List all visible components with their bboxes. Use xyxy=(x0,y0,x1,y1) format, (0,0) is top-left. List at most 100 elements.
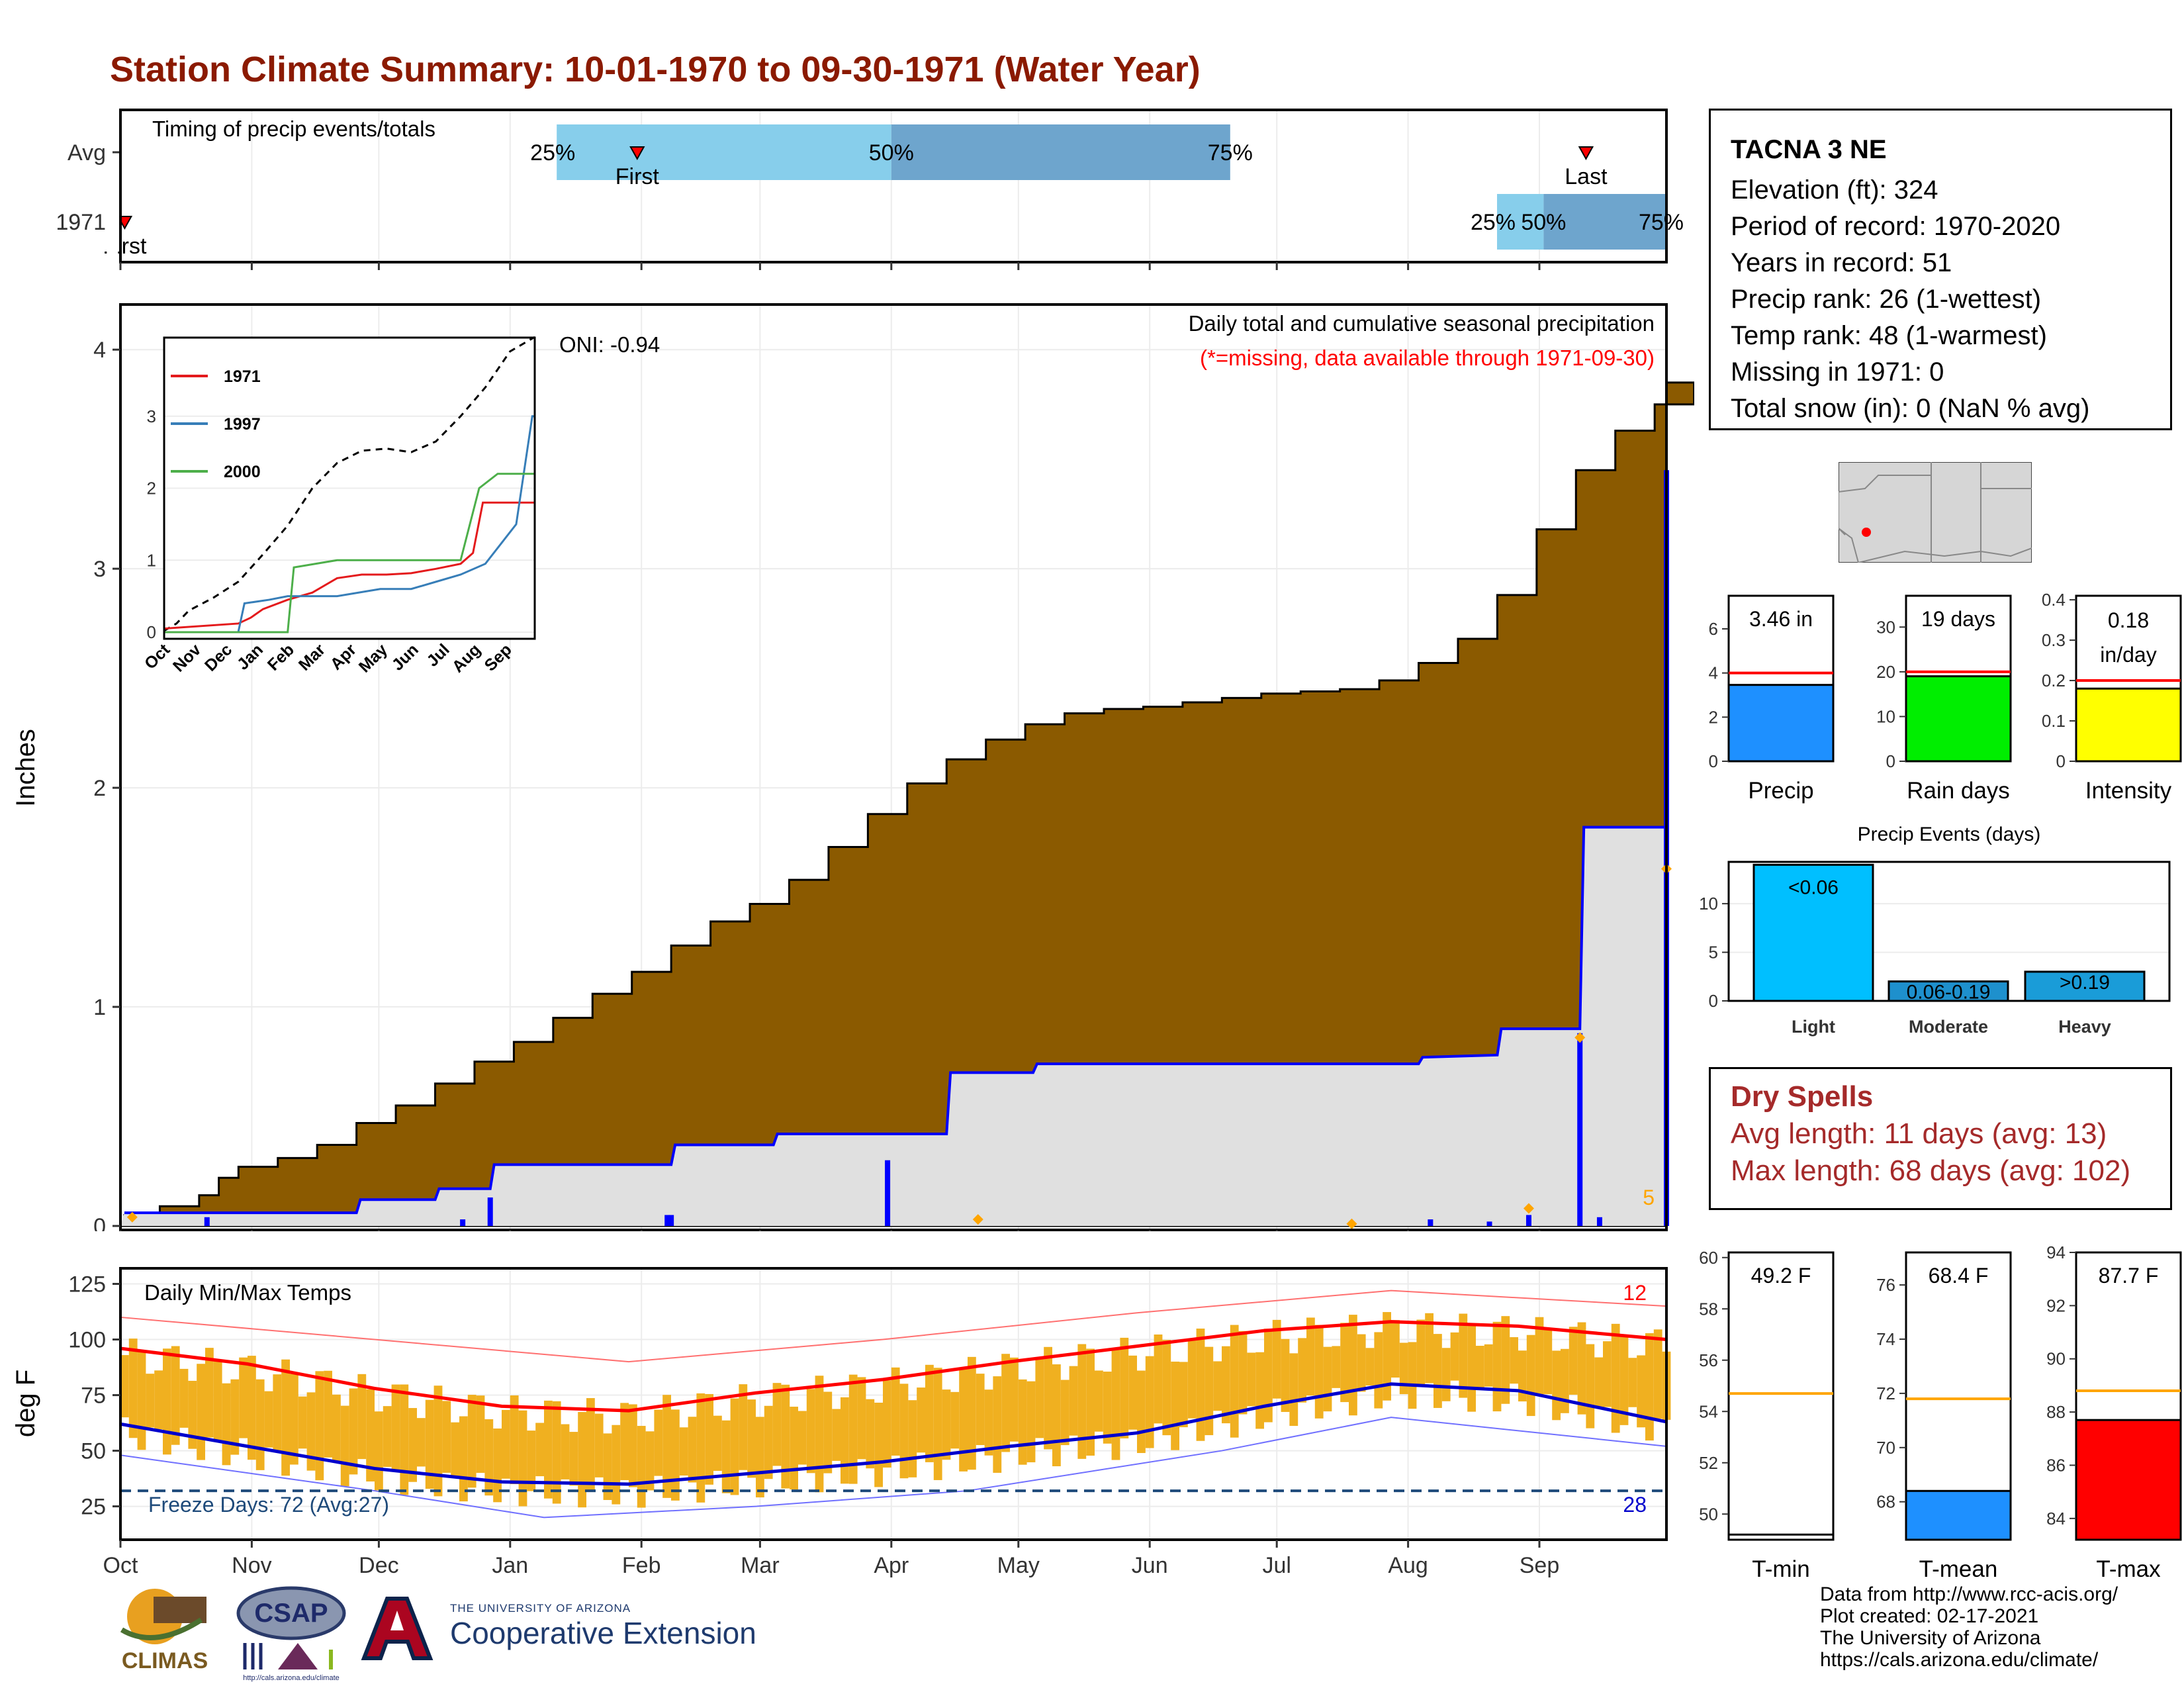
dry-spells-max: Max length: 68 days (avg: 102) xyxy=(1731,1154,2131,1187)
temp-daily-bar xyxy=(1374,1332,1383,1409)
temp-daily-bar xyxy=(662,1395,671,1498)
temp-daily-bar xyxy=(1298,1338,1306,1403)
precip-summary-ytick-label: 6 xyxy=(1709,619,1718,639)
precip-frame xyxy=(119,303,1668,1231)
timeline-p50-label: 50% xyxy=(1521,210,1566,235)
intensity-summary-ytick-label: 0.1 xyxy=(2042,711,2066,731)
temp-daily-bar xyxy=(1154,1334,1163,1424)
temp-daily-bar xyxy=(798,1411,807,1465)
temp-daily-bar xyxy=(1399,1342,1408,1395)
temp-ytick-label: 75 xyxy=(81,1383,106,1409)
intensity-summary-ytick-label: 0 xyxy=(2056,751,2066,771)
temp-daily-bar xyxy=(239,1357,248,1438)
temp-daily-bar xyxy=(561,1424,570,1479)
daily-precip-bar xyxy=(1577,1033,1583,1226)
timeline-first-marker xyxy=(629,146,645,161)
timeline-p50-label: 50% xyxy=(869,140,914,165)
temp-daily-bar xyxy=(721,1420,731,1493)
temp-title: Daily Min/Max Temps xyxy=(144,1280,351,1305)
daily-precip-bar xyxy=(1428,1219,1433,1226)
intensity-summary-name-label: Intensity xyxy=(2085,778,2172,804)
temp-daily-bar xyxy=(1230,1325,1239,1438)
tmin-summary-ytick-label: 58 xyxy=(1699,1299,1718,1319)
precip-summary-ytick-label: 0 xyxy=(1709,751,1718,771)
timeline-last-label: Last xyxy=(1565,164,1608,189)
temp-xtick-label: Jan xyxy=(492,1553,528,1578)
location-map xyxy=(1839,462,2032,563)
station-precip-rank: Precip rank: 26 (1-wettest) xyxy=(1731,285,2042,314)
temp-daily-bar xyxy=(848,1374,858,1484)
oni-label: ONI: -0.94 xyxy=(559,332,660,357)
temp-daily-bar xyxy=(298,1396,307,1449)
temp-daily-bar xyxy=(442,1401,451,1473)
temp-daily-bar xyxy=(137,1351,146,1450)
timeline-last-marker xyxy=(1578,146,1594,161)
precip-ytick-label: 4 xyxy=(93,338,106,363)
temp-daily-bar xyxy=(1569,1327,1578,1395)
tmin-summary-ytick-label: 50 xyxy=(1699,1504,1718,1524)
intensity-summary-ytick-label: 0.4 xyxy=(2042,590,2066,610)
precip-marker xyxy=(972,1214,983,1225)
rain-days-summary-ytick-label: 20 xyxy=(1876,662,1895,682)
temp-daily-bar xyxy=(128,1338,138,1438)
temp-daily-bar xyxy=(1264,1329,1273,1423)
temp-daily-bar xyxy=(899,1383,909,1479)
credits-line-3: The University of Arizona xyxy=(1820,1627,2041,1649)
csap-url: http://cals.arizona.edu/climate xyxy=(243,1674,340,1682)
temp-daily-bar xyxy=(959,1369,968,1472)
temp-daily-bar xyxy=(705,1393,713,1485)
temp-daily-bar xyxy=(1213,1361,1222,1411)
temp-daily-bar xyxy=(306,1392,316,1471)
tmean-summary-ytick-label: 72 xyxy=(1876,1383,1895,1403)
rain-days-summary-ytick-label: 0 xyxy=(1886,751,1895,771)
temp-xtick-label: Apr xyxy=(874,1553,909,1578)
temp-daily-bar xyxy=(1645,1333,1654,1441)
temp-daily-bar xyxy=(1222,1346,1230,1424)
timeline-bar-50-75 xyxy=(1543,194,1666,250)
cumulative-precip-area xyxy=(120,381,1694,1227)
temp-daily-bar xyxy=(1205,1346,1214,1436)
temp-daily-bar xyxy=(976,1374,985,1446)
tmax-summary-ytick-label: 86 xyxy=(2046,1455,2066,1475)
temp-daily-bar xyxy=(1060,1380,1069,1446)
temp-daily-bar xyxy=(255,1379,265,1470)
tmin-summary-ytick-label: 52 xyxy=(1699,1453,1718,1473)
temp-daily-bar xyxy=(324,1370,332,1458)
climas-logo-text: CLIMAS xyxy=(122,1648,208,1673)
precip-marker xyxy=(1574,1032,1586,1043)
tmax-summary-ytick-label: 94 xyxy=(2046,1243,2066,1262)
temp-daily-bar xyxy=(1103,1372,1112,1444)
daily-precip-bar xyxy=(460,1219,466,1226)
daily-precip-bar xyxy=(885,1160,891,1226)
temp-daily-bar xyxy=(654,1409,663,1476)
tmin-summary-value-label: 49.2 F xyxy=(1751,1264,1811,1288)
temp-daily-bar xyxy=(1637,1355,1645,1428)
tmean-summary-value-label: 68.4 F xyxy=(1929,1264,1989,1288)
temp-daily-bar xyxy=(1171,1361,1179,1450)
daily-precip-bar xyxy=(487,1197,493,1226)
temp-daily-bar xyxy=(1145,1356,1154,1448)
temp-daily-bar xyxy=(815,1376,824,1493)
temp-daily-bar xyxy=(1238,1331,1248,1415)
temp-daily-bar xyxy=(375,1411,383,1491)
tmin-summary-ytick-label: 54 xyxy=(1699,1401,1718,1421)
intensity-summary-value-bar xyxy=(2075,687,2182,763)
temp-xtick-label: Aug xyxy=(1388,1553,1428,1578)
temp-daily-bar xyxy=(146,1374,155,1428)
temp-daily-bar xyxy=(1095,1370,1103,1432)
precip-subtitle: (*=missing, data available through 1971-… xyxy=(1200,346,1655,370)
precip-marker xyxy=(1346,1218,1357,1229)
inset-frame-top xyxy=(163,336,536,640)
events-bar-label: 0.06-0.19 xyxy=(1907,982,1991,1004)
temp-daily-bar xyxy=(1086,1348,1095,1456)
temp-daily-bar xyxy=(1383,1312,1391,1401)
temp-daily-bar xyxy=(764,1405,773,1479)
daily-precip-bar xyxy=(204,1217,210,1226)
precip-summary-name-label: Precip xyxy=(1748,778,1813,804)
precip-summary-ytick-label: 4 xyxy=(1709,663,1718,683)
temp-daily-bar xyxy=(544,1400,553,1499)
temp-daily-bar xyxy=(1010,1357,1019,1442)
timeline-bar-25-50 xyxy=(1497,194,1544,250)
tmean-summary-ytick-label: 70 xyxy=(1876,1438,1895,1458)
precip-summary-frame xyxy=(1727,594,1835,763)
